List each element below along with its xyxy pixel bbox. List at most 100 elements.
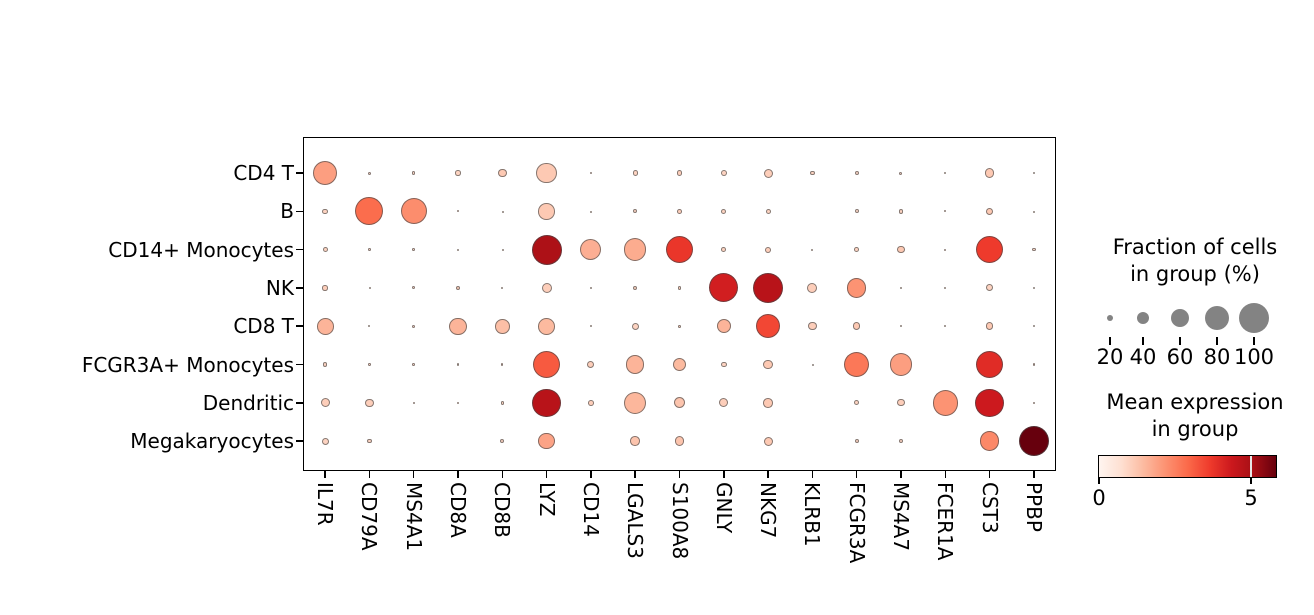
x-tick-label-CD14: CD14 <box>578 482 603 537</box>
expression-dot-FCGR3A+-Monocytes-MS4A7 <box>889 353 913 376</box>
size-legend-label-20: 20 <box>1096 345 1124 369</box>
expression-dot-Megakaryocytes-PPBP <box>1018 426 1049 457</box>
expression-dot-CD8-T-LGALS3 <box>631 322 639 330</box>
expression-dot-B-GNLY <box>721 208 727 214</box>
x-tick <box>590 471 592 478</box>
x-tick-label-GNLY: GNLY <box>711 482 736 534</box>
expression-dot-CD4-T-CD79A <box>367 171 371 175</box>
size-legend-label-60: 60 <box>1166 345 1194 369</box>
expression-dot-CD8-T-GNLY <box>716 319 731 334</box>
x-tick <box>944 471 946 478</box>
expression-dot-CD8-T-IL7R <box>316 317 334 335</box>
colorbar <box>1098 455 1277 478</box>
expression-dot-NK-CD8A <box>455 285 461 291</box>
expression-dot-Dendritic-LYZ <box>532 388 561 418</box>
expression-dot-Megakaryocytes-CD79A <box>367 439 372 444</box>
expression-dot-CD4-T-S100A8 <box>676 170 683 176</box>
expression-dot-CD8-T-CD14 <box>589 325 592 328</box>
expression-dot-NK-FCER1A <box>944 287 947 290</box>
expression-dot-B-FCGR3A <box>854 209 859 214</box>
y-tick-label-B: B <box>280 199 294 224</box>
size-legend-dot-60 <box>1171 309 1189 327</box>
expression-dot-FCGR3A+-Monocytes-IL7R <box>322 362 328 367</box>
expression-dot-CD8-T-S100A8 <box>678 324 681 328</box>
expression-dot-FCGR3A+-Monocytes-CD79A <box>368 363 371 366</box>
size-legend-dot-80 <box>1205 306 1229 330</box>
expression-dot-Megakaryocytes-LGALS3 <box>630 436 640 446</box>
expression-dot-Dendritic-CD14 <box>588 399 594 406</box>
expression-dot-Dendritic-CD8A <box>457 401 460 404</box>
color-legend-title-line2: in group <box>1151 417 1239 441</box>
y-tick-label-Megakaryocytes: Megakaryocytes <box>130 429 294 454</box>
expression-dot-CD14+-Monocytes-CD79A <box>368 248 371 251</box>
x-tick <box>368 471 371 478</box>
expression-dot-Dendritic-MS4A7 <box>897 399 905 407</box>
expression-dot-CD14+-Monocytes-MS4A1 <box>412 248 416 251</box>
expression-dot-NK-S100A8 <box>677 286 682 290</box>
expression-dot-CD14+-Monocytes-PPBP <box>1032 247 1036 252</box>
x-tick <box>634 471 636 478</box>
y-tick <box>296 402 303 404</box>
y-tick <box>296 363 303 366</box>
y-tick-label-Dendritic: Dendritic <box>202 390 294 415</box>
expression-dot-B-CD14 <box>590 210 593 213</box>
colorbar-axis-tick-0 <box>1098 478 1100 484</box>
x-tick-label-MS4A1: MS4A1 <box>401 482 426 552</box>
y-tick-label-CD8-T: CD8 T <box>233 314 294 339</box>
x-tick <box>767 471 769 478</box>
x-tick-label-KLRB1: KLRB1 <box>800 482 825 547</box>
expression-dot-FCGR3A+-Monocytes-MS4A1 <box>412 363 416 366</box>
expression-dot-Dendritic-LGALS3 <box>623 391 647 415</box>
expression-dot-CD14+-Monocytes-IL7R <box>322 247 328 253</box>
expression-dot-NK-LYZ <box>541 282 552 293</box>
expression-dot-NK-CD14 <box>590 287 593 290</box>
x-tick-label-MS4A7: MS4A7 <box>888 482 913 552</box>
expression-dot-CD4-T-LYZ <box>536 162 557 184</box>
expression-dot-FCGR3A+-Monocytes-FCGR3A <box>844 351 870 378</box>
size-legend-dot-20 <box>1107 315 1113 321</box>
color-legend-title-line1: Mean expression <box>1106 390 1284 414</box>
y-tick <box>296 325 303 327</box>
expression-dot-Dendritic-FCGR3A <box>854 400 860 406</box>
expression-dot-Dendritic-CST3 <box>975 388 1004 418</box>
x-tick-label-LGALS3: LGALS3 <box>623 482 648 559</box>
expression-dot-FCGR3A+-Monocytes-CD14 <box>587 360 595 369</box>
expression-dot-B-CST3 <box>985 207 994 216</box>
expression-dot-CD8-T-FCGR3A <box>852 322 861 330</box>
expression-dot-NK-CD79A <box>368 287 371 290</box>
expression-dot-NK-KLRB1 <box>807 282 818 293</box>
y-tick-label-NK: NK <box>265 275 294 300</box>
x-tick-label-PPBP: PPBP <box>1021 482 1046 532</box>
expression-dot-CD4-T-CD14 <box>589 171 592 175</box>
expression-dot-CD14+-Monocytes-FCGR3A <box>854 247 860 252</box>
expression-dot-Dendritic-CD8B <box>500 401 505 405</box>
x-tick <box>457 471 459 478</box>
expression-dot-FCGR3A+-Monocytes-PPBP <box>1032 363 1036 366</box>
expression-dot-B-LYZ <box>538 203 555 220</box>
expression-dot-NK-NKG7 <box>753 272 784 303</box>
expression-dot-CD14+-Monocytes-FCER1A <box>944 248 947 251</box>
expression-dot-FCGR3A+-Monocytes-CD8A <box>456 363 460 366</box>
expression-dot-B-CD79A <box>355 197 384 226</box>
expression-dot-Megakaryocytes-FCGR3A <box>854 439 859 444</box>
x-tick-label-FCER1A: FCER1A <box>933 482 958 561</box>
x-tick <box>988 471 991 478</box>
x-tick-label-S100A8: S100A8 <box>667 482 692 560</box>
expression-dot-NK-MS4A7 <box>900 287 903 289</box>
x-tick-label-FCGR3A: FCGR3A <box>844 482 869 564</box>
x-tick <box>412 471 415 478</box>
expression-dot-Megakaryocytes-CST3 <box>979 431 1000 451</box>
expression-dot-CD4-T-NKG7 <box>763 168 773 178</box>
y-tick <box>296 287 303 289</box>
expression-dot-NK-IL7R <box>322 285 328 291</box>
x-tick-label-NKG7: NKG7 <box>756 482 781 539</box>
x-tick-label-IL7R: IL7R <box>313 482 338 526</box>
expression-dot-CD8-T-KLRB1 <box>808 322 817 331</box>
y-tick <box>296 172 303 174</box>
x-tick <box>324 471 326 478</box>
colorbar-axis-tick-5 <box>1250 478 1252 484</box>
x-tick-label-CD79A: CD79A <box>357 482 382 551</box>
expression-dot-B-NKG7 <box>765 208 771 214</box>
x-tick-label-CD8A: CD8A <box>446 482 471 538</box>
